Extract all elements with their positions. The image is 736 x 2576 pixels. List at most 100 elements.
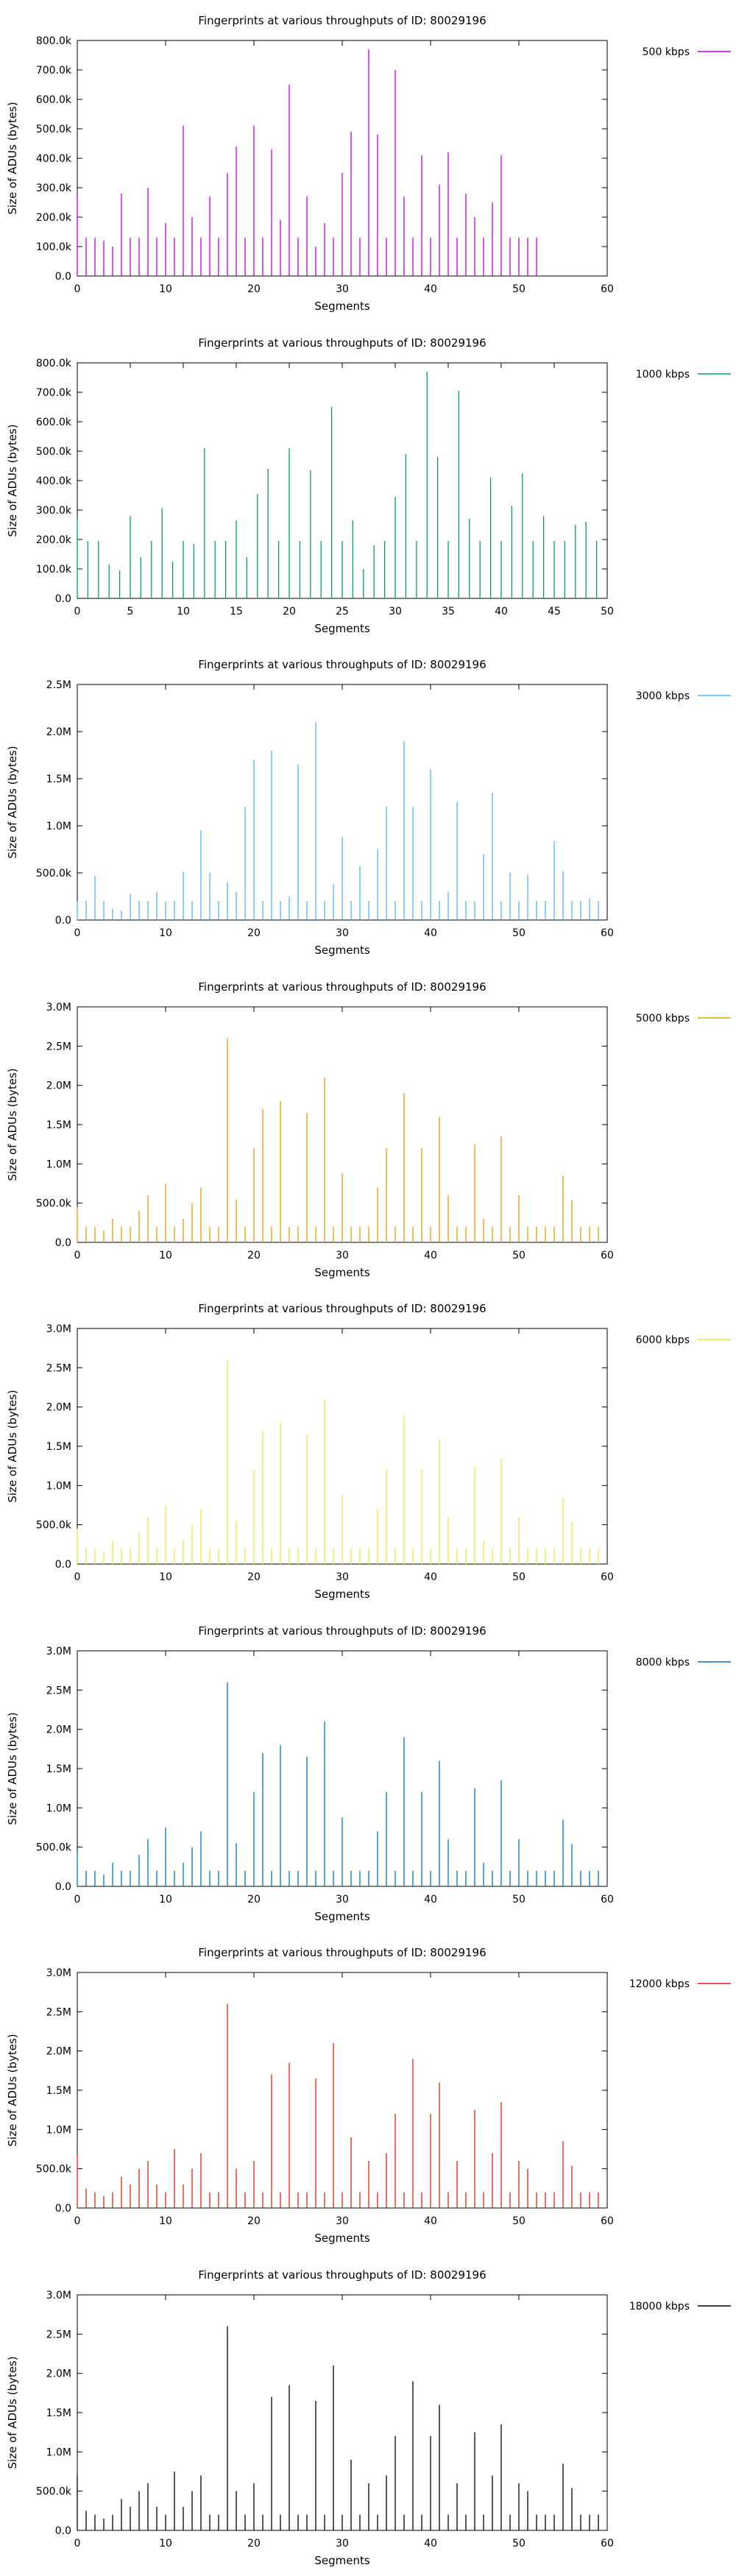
y-tick-label: 700.0k (36, 387, 72, 399)
x-tick-label: 40 (424, 927, 437, 939)
x-axis-label: Segments (314, 2554, 370, 2567)
chart-svg: Fingerprints at various throughputs of I… (6, 2268, 731, 2567)
y-tick-label: 1.5M (46, 1763, 71, 1775)
y-tick-label: 3.0M (46, 1002, 71, 1013)
y-tick-label: 300.0k (36, 505, 72, 517)
legend-label: 5000 kbps (636, 1013, 690, 1025)
chart-svg: Fingerprints at various throughputs of I… (6, 14, 731, 313)
y-tick-label: 500.0k (36, 124, 72, 135)
y-tick-label: 200.0k (36, 212, 72, 224)
x-tick-label: 50 (512, 927, 526, 939)
x-axis-label: Segments (314, 1910, 370, 1923)
y-tick-label: 0.0 (55, 1559, 71, 1571)
x-tick-label: 10 (159, 1571, 172, 1583)
chart-panel-3: Fingerprints at various throughputs of I… (0, 644, 736, 966)
x-tick-label: 30 (336, 283, 349, 295)
x-tick-label: 20 (247, 1250, 261, 1262)
y-axis-label: Size of ADUs (bytes) (6, 1712, 19, 1825)
chart-panel-6: Fingerprints at various throughputs of I… (0, 1610, 736, 1933)
x-tick-label: 0 (74, 1894, 81, 1906)
chart-svg: Fingerprints at various throughputs of I… (6, 658, 731, 957)
x-tick-label: 40 (424, 1571, 437, 1583)
y-tick-label: 500.0k (36, 1197, 72, 1209)
y-tick-label: 2.5M (46, 679, 71, 691)
y-tick-label: 2.5M (46, 1362, 71, 1374)
x-tick-label: 10 (159, 927, 172, 939)
y-tick-label: 500.0k (36, 2485, 72, 2497)
y-axis-label: Size of ADUs (bytes) (6, 1068, 19, 1181)
y-tick-label: 500.0k (36, 868, 72, 880)
chart-title: Fingerprints at various throughputs of I… (198, 658, 486, 671)
y-axis-label: Size of ADUs (bytes) (6, 1390, 19, 1502)
y-tick-label: 3.0M (46, 1646, 71, 1657)
legend-label: 3000 kbps (636, 690, 690, 702)
x-tick-label: 25 (336, 606, 349, 618)
x-axis-label: Segments (314, 1588, 370, 1601)
x-tick-label: 20 (283, 606, 296, 618)
chart-svg: Fingerprints at various throughputs of I… (6, 336, 731, 635)
y-tick-label: 2.0M (46, 1724, 71, 1735)
y-axis-label: Size of ADUs (bytes) (6, 2356, 19, 2469)
chart-panel-8: Fingerprints at various throughputs of I… (0, 2254, 736, 2576)
x-tick-label: 0 (74, 1571, 81, 1583)
y-tick-label: 0.0 (55, 2525, 71, 2537)
x-tick-label: 0 (74, 606, 81, 618)
x-axis-label: Segments (314, 622, 370, 635)
chart-title: Fingerprints at various throughputs of I… (198, 1302, 486, 1315)
chart-panel-4: Fingerprints at various throughputs of I… (0, 966, 736, 1289)
chart-panel-7: Fingerprints at various throughputs of I… (0, 1932, 736, 2254)
y-tick-label: 3.0M (46, 2290, 71, 2301)
x-tick-label: 50 (512, 283, 526, 295)
y-tick-label: 3.0M (46, 1967, 71, 1979)
x-tick-label: 35 (442, 606, 455, 618)
x-tick-label: 10 (159, 1894, 172, 1906)
x-tick-label: 20 (247, 283, 261, 295)
x-tick-label: 20 (247, 1894, 261, 1906)
x-axis-label: Segments (314, 2232, 370, 2245)
y-tick-label: 500.0k (36, 446, 72, 458)
y-tick-label: 1.5M (46, 2407, 71, 2419)
x-tick-label: 0 (74, 2538, 81, 2550)
y-tick-label: 2.0M (46, 726, 71, 738)
y-tick-label: 0.0 (55, 1237, 71, 1249)
x-tick-label: 50 (512, 1894, 526, 1906)
y-tick-label: 0.0 (55, 915, 71, 927)
x-tick-label: 30 (336, 1571, 349, 1583)
x-tick-label: 45 (548, 606, 561, 618)
y-tick-label: 800.0k (36, 358, 72, 369)
y-tick-label: 1.0M (46, 1480, 71, 1492)
y-tick-label: 2.5M (46, 2006, 71, 2018)
x-tick-label: 30 (336, 1250, 349, 1262)
y-tick-label: 600.0k (36, 94, 72, 106)
x-tick-label: 5 (127, 606, 134, 618)
x-tick-label: 60 (601, 1571, 614, 1583)
chart-panel-1: Fingerprints at various throughputs of I… (0, 0, 736, 322)
x-axis-label: Segments (314, 944, 370, 957)
y-tick-label: 1.5M (46, 774, 71, 785)
x-tick-label: 40 (424, 2538, 437, 2550)
x-tick-label: 30 (336, 927, 349, 939)
y-tick-label: 1.0M (46, 2124, 71, 2136)
x-tick-label: 0 (74, 1250, 81, 1262)
x-tick-label: 10 (159, 1250, 172, 1262)
y-tick-label: 2.5M (46, 2329, 71, 2340)
y-tick-label: 3.0M (46, 1323, 71, 1335)
x-tick-label: 30 (336, 2215, 349, 2227)
x-tick-label: 30 (336, 1894, 349, 1906)
x-tick-label: 40 (424, 1894, 437, 1906)
y-axis-label: Size of ADUs (bytes) (6, 102, 19, 214)
legend-label: 1000 kbps (636, 369, 690, 381)
x-tick-label: 60 (601, 2538, 614, 2550)
y-axis-label: Size of ADUs (bytes) (6, 746, 19, 858)
x-tick-label: 50 (601, 606, 614, 618)
x-axis-label: Segments (314, 300, 370, 313)
x-tick-label: 60 (601, 283, 614, 295)
y-tick-label: 400.0k (36, 475, 72, 487)
x-tick-label: 60 (601, 2215, 614, 2227)
legend-label: 18000 kbps (629, 2301, 690, 2313)
legend-label: 12000 kbps (629, 1978, 690, 1990)
legend-label: 8000 kbps (636, 1657, 690, 1669)
x-tick-label: 60 (601, 927, 614, 939)
x-tick-label: 50 (512, 1250, 526, 1262)
x-axis-label: Segments (314, 1266, 370, 1279)
